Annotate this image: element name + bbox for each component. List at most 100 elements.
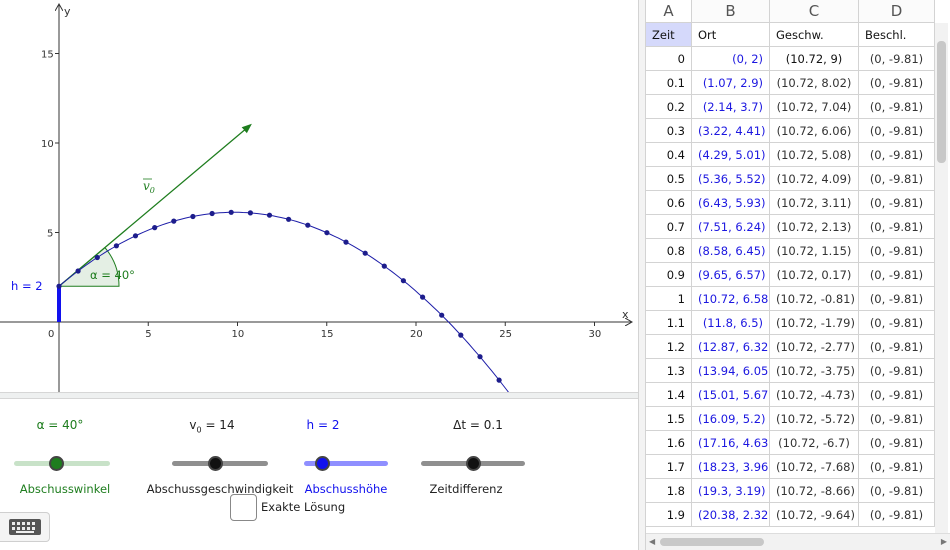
cell-a10[interactable]: 0.8 — [646, 239, 692, 263]
height-slider-thumb[interactable] — [315, 456, 330, 471]
column-header-b[interactable]: B — [692, 0, 770, 23]
cell-b10[interactable]: (8.58, 6.45) — [692, 239, 770, 263]
trajectory-point[interactable] — [190, 213, 196, 220]
trajectory-point[interactable] — [477, 354, 483, 360]
cell-a17[interactable]: 1.5 — [646, 407, 692, 431]
cell-a7[interactable]: 0.5 — [646, 167, 692, 191]
cell-c19[interactable]: (10.72, -7.68) — [770, 455, 859, 479]
cell-b13[interactable]: (11.8, 6.5) — [692, 311, 770, 335]
cell-b5[interactable]: (3.22, 4.41) — [692, 119, 770, 143]
cell-d15[interactable]: (0, -9.81) — [859, 359, 935, 383]
cell-d14[interactable]: (0, -9.81) — [859, 335, 935, 359]
cell-c15[interactable]: (10.72, -3.75) — [770, 359, 859, 383]
cell-b4[interactable]: (2.14, 3.7) — [692, 95, 770, 119]
cell-b20[interactable]: (19.3, 3.19) — [692, 479, 770, 503]
trajectory-point[interactable] — [400, 278, 406, 284]
cell-b11[interactable]: (9.65, 6.57) — [692, 263, 770, 287]
angle-slider[interactable]: α = 40° Abschusswinkel — [0, 418, 130, 498]
cell-b3[interactable]: (1.07, 2.9) — [692, 71, 770, 95]
cell-a11[interactable]: 0.9 — [646, 263, 692, 287]
cell-c14[interactable]: (10.72, -2.77) — [770, 335, 859, 359]
trajectory-point[interactable] — [94, 254, 100, 261]
cell-c5[interactable]: (10.72, 6.06) — [770, 119, 859, 143]
trajectory-point[interactable] — [56, 283, 62, 289]
cell-b2[interactable]: (0, 2) — [692, 47, 770, 71]
vertical-splitter[interactable] — [638, 0, 646, 550]
horizontal-scrollbar[interactable]: ◀ ▶ — [646, 533, 950, 550]
cell-b17[interactable]: (16.09, 5.2) — [692, 407, 770, 431]
trajectory-point[interactable] — [152, 225, 158, 231]
scroll-right-icon[interactable]: ▶ — [940, 537, 947, 546]
exact-solution-toggle[interactable]: Exakte Lösung — [230, 492, 345, 522]
column-header-a[interactable]: A — [646, 0, 692, 23]
scroll-left-icon[interactable]: ◀ — [649, 537, 656, 546]
cell-a20[interactable]: 1.8 — [646, 479, 692, 503]
cell-b14[interactable]: (12.87, 6.32) — [692, 335, 770, 359]
height-slider[interactable]: h = 2 Abschusshöhe — [285, 418, 415, 498]
cell-c4[interactable]: (10.72, 7.04) — [770, 95, 859, 119]
cell-d2[interactable]: (0, -9.81) — [859, 47, 935, 71]
cell-c10[interactable]: (10.72, 1.15) — [770, 239, 859, 263]
cell-d5[interactable]: (0, -9.81) — [859, 119, 935, 143]
cell-c20[interactable]: (10.72, -8.66) — [770, 479, 859, 503]
trajectory-point[interactable] — [324, 230, 330, 236]
cell-b9[interactable]: (7.51, 6.24) — [692, 215, 770, 239]
cell-c21[interactable]: (10.72, -9.64) — [770, 503, 859, 527]
cell-d11[interactable]: (0, -9.81) — [859, 263, 935, 287]
exact-solution-checkbox[interactable] — [230, 493, 257, 521]
velocity-slider[interactable]: v0 = 14 Abschussgeschwindigkeit — [147, 418, 294, 498]
cell-d16[interactable]: (0, -9.81) — [859, 383, 935, 407]
column-header-d[interactable]: D — [859, 0, 935, 23]
cell-d12[interactable]: (0, -9.81) — [859, 287, 935, 311]
cell-c1[interactable]: Geschw. — [770, 23, 859, 47]
trajectory-point[interactable] — [286, 216, 292, 222]
cell-a2[interactable]: 0 — [646, 47, 692, 71]
cell-a3[interactable]: 0.1 — [646, 71, 692, 95]
trajectory-point[interactable] — [420, 294, 426, 300]
cell-a13[interactable]: 1.1 — [646, 311, 692, 335]
height-slider-track[interactable] — [304, 461, 388, 466]
trajectory-point[interactable] — [132, 233, 139, 239]
cell-d8[interactable]: (0, -9.81) — [859, 191, 935, 215]
keyboard-button[interactable] — [0, 512, 50, 542]
cell-b7[interactable]: (5.36, 5.52) — [692, 167, 770, 191]
cell-b12[interactable]: (10.72, 6.58) — [692, 287, 770, 311]
cell-a15[interactable]: 1.3 — [646, 359, 692, 383]
velocity-vector[interactable] — [58, 123, 252, 287]
trajectory-point[interactable] — [381, 263, 387, 269]
trajectory-point[interactable] — [228, 209, 234, 215]
cell-a14[interactable]: 1.2 — [646, 335, 692, 359]
cell-d1[interactable]: Beschl. — [859, 23, 935, 47]
horizontal-splitter[interactable] — [0, 392, 638, 399]
cell-a1[interactable]: Zeit — [646, 23, 692, 47]
cell-c7[interactable]: (10.72, 4.09) — [770, 167, 859, 191]
angle-slider-thumb[interactable] — [49, 456, 64, 471]
cell-d19[interactable]: (0, -9.81) — [859, 455, 935, 479]
cell-a16[interactable]: 1.4 — [646, 383, 692, 407]
cell-c9[interactable]: (10.72, 2.13) — [770, 215, 859, 239]
cell-d21[interactable]: (0, -9.81) — [859, 503, 935, 527]
column-header-c[interactable]: C — [770, 0, 859, 23]
cell-a9[interactable]: 0.7 — [646, 215, 692, 239]
timestep-slider[interactable]: Δt = 0.1 Zeitdifferenz — [420, 418, 550, 498]
cell-b8[interactable]: (6.43, 5.93) — [692, 191, 770, 215]
cell-d6[interactable]: (0, -9.81) — [859, 143, 935, 167]
cell-b18[interactable]: (17.16, 4.63) — [692, 431, 770, 455]
trajectory-points[interactable] — [56, 209, 502, 383]
trajectory-point[interactable] — [343, 239, 349, 245]
trajectory-point[interactable] — [439, 312, 445, 318]
cell-c13[interactable]: (10.72, -1.79) — [770, 311, 859, 335]
trajectory-point[interactable] — [209, 210, 215, 217]
cell-c8[interactable]: (10.72, 3.11) — [770, 191, 859, 215]
trajectory-point[interactable] — [113, 243, 119, 249]
trajectory-point[interactable] — [247, 210, 253, 216]
cell-d18[interactable]: (0, -9.81) — [859, 431, 935, 455]
cell-a4[interactable]: 0.2 — [646, 95, 692, 119]
spreadsheet-view[interactable]: A B C D Zeit Ort Geschw. Beschl. 0 (0, 2)… — [646, 0, 950, 550]
velocity-arrow[interactable] — [58, 123, 252, 287]
trajectory-point[interactable] — [266, 212, 273, 218]
cell-c6[interactable]: (10.72, 5.08) — [770, 143, 859, 167]
trajectory-path[interactable] — [58, 211, 526, 392]
